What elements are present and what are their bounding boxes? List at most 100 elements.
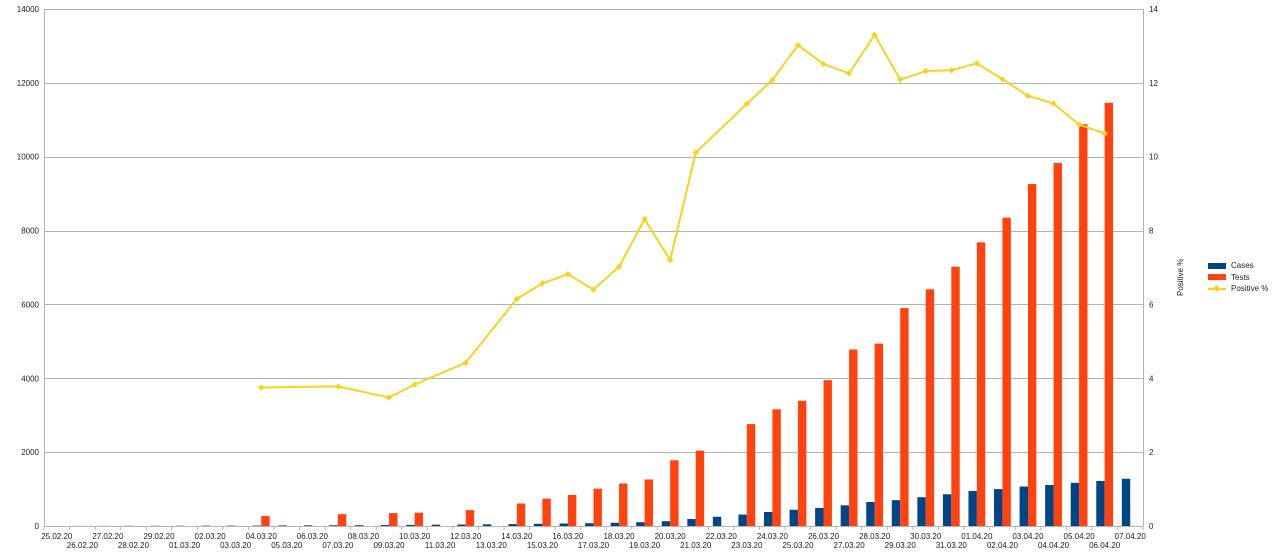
y-right-tick-label-7: 14 [1149,5,1158,14]
point-positive--8 [258,384,265,391]
y-left-tick-label-4: 8000 [21,227,39,236]
x-tick-label-10: 06.03.20 [297,532,329,541]
x-tick-label-16: 12.03.20 [450,532,482,541]
bar-tests-31 [849,349,858,526]
x-tick-label-28: 24.03.20 [757,532,789,541]
legend: Cases Tests Positive % [1208,260,1268,295]
legend-item-positive-: Positive % [1208,283,1268,295]
bar-cases-14 [406,524,415,526]
y-right-tick-label-5: 10 [1149,153,1158,162]
bar-cases-40 [1070,482,1080,526]
legend-swatch-tests [1208,274,1226,281]
y-right-tick-label-2: 4 [1149,374,1154,383]
bar-cases-11 [329,525,338,526]
bar-cases-16 [457,524,466,526]
y-left-tick-label-7: 14000 [17,5,40,14]
y-left-tick-label-5: 10000 [17,153,40,162]
bar-cases-13 [380,525,390,526]
x-tick-label-36: 01.04.20 [961,532,993,541]
point-positive--19 [539,280,546,287]
x-tick-label-18: 14.03.20 [501,532,533,541]
y-left-tick-label-1: 2000 [21,448,39,457]
x-tick-label-1: 26.02.20 [67,541,99,550]
legend-swatch-cases [1208,262,1226,269]
bar-cases-12 [355,525,364,526]
bar-cases-25 [687,518,696,526]
x-tick-label-30: 26.03.20 [808,532,840,541]
bar-tests-13 [389,513,398,526]
x-tick-label-8: 04.03.20 [246,532,278,541]
point-positive--22 [615,263,623,270]
bar-tests-20 [567,494,577,526]
bar-tests-40 [1079,124,1088,527]
bar-tests-11 [337,514,347,526]
x-tick-label-20: 16.03.20 [552,532,584,541]
point-positive--16 [462,359,469,366]
bar-tests-30 [823,380,832,526]
bar-cases-21 [585,523,594,526]
x-tick-label-23: 19.03.20 [629,541,661,550]
point-positive--38 [1024,92,1032,99]
x-tick-label-15: 11.03.20 [425,541,456,550]
point-positive--14 [411,381,418,388]
y-left-tick-label-3: 6000 [21,300,39,309]
x-tick-label-9: 05.03.20 [271,541,303,550]
point-positive--28 [769,76,776,84]
x-tick-label-42: 07.04.20 [1115,532,1147,541]
x-tick-label-0: 25.02.20 [41,532,73,541]
x-tick-label-40: 05.04.20 [1064,532,1096,541]
y-right-axis-label: Positive % [1176,258,1185,296]
x-tick-label-39: 04.04.20 [1038,541,1070,550]
x-tick-label-7: 03.03.20 [220,541,252,550]
bar-tests-33 [900,308,909,526]
y-left-tick-label-0: 0 [35,522,40,531]
bar-tests-25 [695,450,705,526]
bar-tests-39 [1053,162,1062,527]
bar-tests-8 [261,516,270,526]
bar-tests-19 [542,498,551,526]
bar-cases-41 [1096,480,1105,526]
x-tick-label-11: 07.03.20 [322,541,354,550]
legend-item-cases: Cases [1208,260,1268,272]
line-positive- [261,32,1105,399]
bar-cases-15 [431,524,441,526]
point-positive--36 [973,60,981,67]
x-tick-label-26: 22.03.20 [706,532,738,541]
point-positive--33 [896,76,904,83]
x-tick-label-31: 27.03.20 [834,541,866,550]
x-tick-label-25: 21.03.20 [680,541,712,550]
bar-cases-42 [1121,478,1131,526]
x-tick-label-17: 13.03.20 [476,541,508,550]
bar-tests-28 [772,409,781,526]
bar-tests-34 [925,289,935,526]
y-right-tick-label-0: 0 [1149,522,1154,531]
x-tick-label-5: 01.03.20 [169,541,201,550]
y-right-tick-label-1: 2 [1149,448,1154,457]
point-positive--27 [743,100,751,108]
point-positive--34 [922,67,929,75]
x-tick-label-12: 08.03.20 [348,532,380,541]
bar-cases-30 [815,507,824,526]
x-tick-label-4: 29.02.20 [143,532,175,541]
x-tick-label-38: 03.04.20 [1012,532,1044,541]
point-positive--32 [871,31,878,39]
bar-tests-21 [593,488,602,526]
bar-tests-41 [1104,102,1114,526]
bar-tests-36 [976,242,986,527]
bar-tests-14 [414,512,423,526]
bar-tests-16 [465,510,475,526]
x-tick-label-2: 27.02.20 [92,532,124,541]
bar-cases-38 [1019,486,1028,526]
x-tick-label-3: 28.02.20 [118,541,150,550]
point-positive--11 [334,383,342,390]
bar-tests-18 [516,503,526,526]
x-tick-label-41: 06.04.20 [1089,541,1121,550]
bar-cases-22 [610,522,620,526]
point-positive--24 [666,256,674,264]
bar-tests-24 [670,460,679,526]
point-positive--25 [692,149,699,156]
point-positive--29 [794,41,802,49]
bar-tests-27 [746,424,756,526]
